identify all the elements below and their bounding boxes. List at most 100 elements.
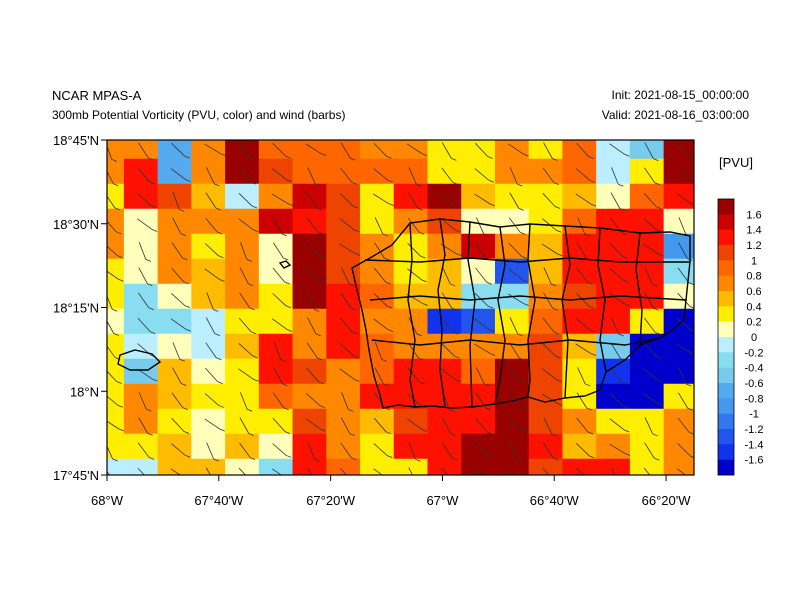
wind-barb <box>206 442 215 460</box>
pv-cell <box>157 458 192 475</box>
wind-barb <box>239 392 248 410</box>
wind-barb-flag <box>488 455 494 459</box>
wind-barb-flag <box>220 153 226 156</box>
wind-barb <box>475 267 488 283</box>
wind-barb <box>138 417 149 434</box>
wind-barb <box>543 292 554 309</box>
wind-barb-flag <box>555 355 561 359</box>
pv-cell <box>107 233 125 260</box>
wind-barb <box>107 220 117 233</box>
wind-barb <box>542 467 550 475</box>
colorbar-label: -1.2 <box>745 424 764 436</box>
colorbar: 1.6 1.4 1.2 1 0.8 0.6 0.4 0.2 0 -0.2 -0.4 -0.6 -0.8 -… <box>717 198 764 476</box>
wind-barb-flag <box>314 458 320 462</box>
wind-barb <box>107 270 119 280</box>
wind-barb <box>408 442 417 460</box>
wind-barb <box>542 342 556 357</box>
wind-barb-flag <box>179 358 185 362</box>
wind-barb-flag <box>652 433 658 437</box>
y-tick-label: 18°45'N <box>53 133 99 148</box>
wind-barb <box>577 367 586 385</box>
wind-barb <box>508 293 524 305</box>
wind-barb <box>406 418 423 430</box>
wind-barb-flag <box>417 484 422 486</box>
wind-barb-flag <box>552 158 558 161</box>
wind-barb <box>678 217 687 235</box>
wind-barb <box>170 168 186 180</box>
wind-barb-flag <box>450 433 456 437</box>
x-axis: 68°W 67°40'W 67°20'W 67°W 66°40'W 66°20'W <box>91 475 691 508</box>
wind-barb <box>542 317 555 333</box>
wind-barb-flag <box>520 232 526 235</box>
colorbar-units: [PVU] <box>719 155 753 170</box>
wind-barb <box>373 193 389 205</box>
wind-barb <box>509 317 519 335</box>
wind-barb-flag <box>388 479 393 481</box>
wind-barb <box>508 367 521 383</box>
wind-barb <box>307 467 312 475</box>
wind-barb-flag <box>250 181 256 185</box>
wind-barb-flag <box>182 257 188 261</box>
wind-barb <box>306 393 321 406</box>
wind-barb-flag <box>487 305 494 309</box>
wind-barb-flag <box>219 279 225 282</box>
wind-barb <box>508 143 524 155</box>
colorbar-swatch <box>718 245 734 261</box>
wind-barb-flag <box>181 383 187 386</box>
pv-cell <box>663 233 694 260</box>
wind-barb <box>475 417 488 433</box>
wind-barb-flag <box>690 455 694 459</box>
wind-barb-flag <box>352 205 359 209</box>
wind-barb <box>677 318 692 331</box>
pv-cell <box>427 458 462 475</box>
wind-barb-flag <box>658 403 664 407</box>
wind-barb-flag <box>385 431 392 435</box>
pv-grid-cells <box>107 140 694 475</box>
wind-barb-flag <box>587 431 594 435</box>
wind-barb-flag <box>319 255 325 259</box>
y-tick-label: 18°15'N <box>53 301 99 316</box>
wind-barb <box>474 468 484 475</box>
wind-barb-flag <box>387 329 394 333</box>
wind-barb-flag <box>623 429 630 433</box>
wind-barb-flag <box>483 233 489 237</box>
pv-cell <box>107 333 125 360</box>
wind-barb-flag <box>552 307 558 311</box>
wind-barb <box>541 393 558 404</box>
wind-barb <box>543 267 552 285</box>
wind-barb-flag <box>618 183 624 187</box>
wind-barb <box>509 192 520 209</box>
wind-barb-flag <box>216 357 222 361</box>
wind-barb-flag <box>554 331 560 335</box>
wind-barb <box>238 368 254 380</box>
wind-barb-flag <box>454 355 460 359</box>
wind-barb-flag <box>655 332 661 335</box>
wind-barb <box>340 442 352 458</box>
wind-barb <box>676 193 693 205</box>
wind-barb <box>172 192 180 210</box>
pv-cell <box>494 458 530 475</box>
wind-barb-flag <box>252 229 259 233</box>
pv-cell <box>528 140 564 160</box>
wind-barb <box>644 417 654 435</box>
wind-barb <box>340 167 353 183</box>
pv-cell <box>107 208 125 235</box>
wind-barb <box>576 392 588 409</box>
wind-barb-flag <box>692 480 697 482</box>
wind-barb <box>340 417 351 434</box>
wind-barb <box>204 393 220 406</box>
wind-barb-flag <box>451 307 457 311</box>
wind-barb <box>575 168 591 181</box>
wind-barb <box>510 442 517 460</box>
wind-barb <box>205 317 216 334</box>
wind-barb-flag <box>452 182 458 185</box>
pv-cell <box>123 140 159 160</box>
colorbar-label: -0.2 <box>745 347 764 359</box>
wind-barb-flag <box>451 158 457 161</box>
wind-barb <box>373 443 388 456</box>
valid-time: Valid: 2021-08-16_03:00:00 <box>601 108 749 122</box>
wind-barb-flag <box>516 459 522 462</box>
wind-barb <box>407 242 421 257</box>
wind-barb <box>610 317 620 335</box>
wind-barb-flag <box>520 381 526 385</box>
